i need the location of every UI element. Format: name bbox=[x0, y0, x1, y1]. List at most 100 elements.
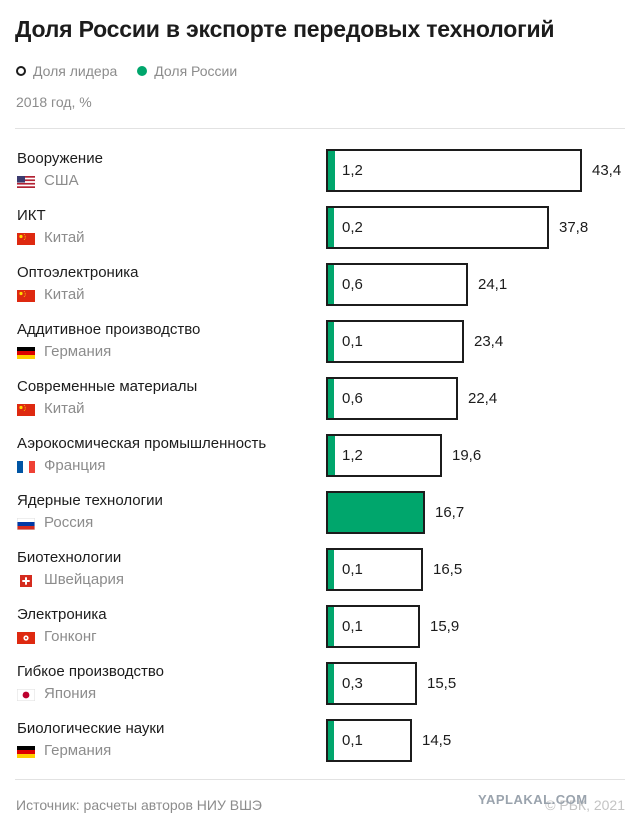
chart-row: Аэрокосмическая промышленность Франция 1,2… bbox=[0, 428, 640, 485]
chart-row: Ядерные технологии Россия 16,7 bbox=[0, 485, 640, 542]
leader-country-name: США bbox=[44, 172, 79, 189]
russia-share-fill bbox=[328, 607, 334, 646]
chart-row: Современные материалы Китай 0,6 22,4 bbox=[0, 371, 640, 428]
cn-flag-icon bbox=[17, 403, 35, 416]
chart-row: Электроника Гонконг 0,1 15,9 bbox=[0, 599, 640, 656]
leader-share-bar: 1,2 bbox=[326, 434, 442, 477]
leader-share-label: 14,5 bbox=[422, 732, 452, 749]
leader-country: Швейцария bbox=[17, 571, 124, 588]
leader-share-bar: 0,6 bbox=[326, 263, 468, 306]
leader-country: Китай bbox=[17, 400, 85, 417]
leader-country-name: Россия bbox=[44, 514, 94, 531]
russia-share-fill bbox=[328, 436, 335, 475]
leader-country-name: Германия bbox=[44, 742, 112, 759]
category-label: Оптоэлектроника bbox=[17, 264, 139, 281]
category-label: Биотехнологии bbox=[17, 549, 122, 566]
russia-share-fill bbox=[328, 208, 334, 247]
russia-share-fill bbox=[328, 493, 423, 532]
ch-flag-icon bbox=[20, 574, 32, 587]
chart-row: Биотехнологии Швейцария 0,1 16,5 bbox=[0, 542, 640, 599]
leader-country-name: Германия bbox=[44, 343, 112, 360]
chart-row: Гибкое производство Япония 0,3 15,5 bbox=[0, 656, 640, 713]
leader-share-label: 15,5 bbox=[427, 675, 457, 692]
leader-country: Франция bbox=[17, 457, 105, 474]
russia-share-fill bbox=[328, 322, 334, 361]
leader-country: Германия bbox=[17, 742, 111, 759]
russia-share-label: 0,3 bbox=[342, 675, 363, 692]
chart-title: Доля России в экспорте передовых техноло… bbox=[15, 16, 555, 42]
russia-share-label: 1,2 bbox=[342, 447, 363, 464]
leader-country: США bbox=[17, 172, 79, 189]
chart-row: Оптоэлектроника Китай 0,6 24,1 bbox=[0, 257, 640, 314]
chart-subtitle: 2018 год, % bbox=[16, 94, 92, 110]
legend-leader-label: Доля лидера bbox=[33, 63, 118, 79]
watermark: YAPLAKAL.COM bbox=[478, 792, 588, 807]
russia-share-label: 0,1 bbox=[342, 732, 363, 749]
category-label: Современные материалы bbox=[17, 378, 198, 395]
leader-share-bar: 0,3 bbox=[326, 662, 417, 705]
russia-share-label: 0,6 bbox=[342, 276, 363, 293]
source-note: Источник: расчеты авторов НИУ ВШЭ bbox=[16, 797, 262, 813]
copyright-credit: © РБК, 2021 bbox=[545, 797, 625, 813]
leader-country: Гонконг bbox=[17, 628, 97, 645]
de-flag-icon bbox=[17, 346, 35, 359]
leader-country-name: Япония bbox=[44, 685, 97, 702]
chart-row: Биологические науки Германия 0,1 14,5 bbox=[0, 713, 640, 770]
hk-flag-icon bbox=[17, 631, 35, 644]
leader-share-bar: 0,1 bbox=[326, 320, 464, 363]
leader-share-bar: 0,1 bbox=[326, 548, 423, 591]
leader-country-name: Китай bbox=[44, 400, 85, 417]
leader-share-label: 43,4 bbox=[592, 162, 622, 179]
russia-share-label: 0,1 bbox=[342, 618, 363, 635]
leader-country: Китай bbox=[17, 286, 85, 303]
legend-item-leader: Доля лидера bbox=[16, 63, 117, 79]
russia-share-label: 0,2 bbox=[342, 219, 363, 236]
russia-share-label: 0,1 bbox=[342, 333, 363, 350]
legend: Доля лидера Доля России bbox=[16, 62, 257, 80]
leader-share-bar bbox=[326, 491, 425, 534]
russia-share-fill bbox=[328, 550, 334, 589]
category-label: Электроника bbox=[17, 606, 107, 623]
russia-share-fill bbox=[328, 265, 334, 304]
chart-row: ИКТ Китай 0,2 37,8 bbox=[0, 200, 640, 257]
leader-country-name: Франция bbox=[44, 457, 106, 474]
us-flag-icon bbox=[17, 175, 35, 188]
cn-flag-icon bbox=[17, 289, 35, 302]
category-label: Аддитивное производство bbox=[17, 321, 201, 338]
legend-russia-marker-icon bbox=[137, 66, 148, 76]
chart-row: Вооружение США 1,2 43,4 bbox=[0, 143, 640, 200]
category-label: Биологические науки bbox=[17, 720, 165, 737]
leader-country: Китай bbox=[17, 229, 85, 246]
ru-flag-icon bbox=[17, 517, 35, 530]
leader-share-label: 19,6 bbox=[452, 447, 482, 464]
leader-share-label: 16,7 bbox=[435, 504, 465, 521]
leader-share-label: 16,5 bbox=[433, 561, 463, 578]
fr-flag-icon bbox=[17, 460, 35, 473]
category-label: Аэрокосмическая промышленность bbox=[17, 435, 267, 452]
category-label: Ядерные технологии bbox=[17, 492, 163, 509]
bottom-divider bbox=[15, 779, 625, 780]
russia-share-label: 1,2 bbox=[342, 162, 363, 179]
leader-country-name: Китай bbox=[44, 286, 85, 303]
leader-share-label: 24,1 bbox=[478, 276, 508, 293]
legend-russia-label: Доля России bbox=[154, 63, 238, 79]
leader-country-name: Гонконг bbox=[44, 628, 97, 645]
leader-share-bar: 1,2 bbox=[326, 149, 582, 192]
leader-country-name: Швейцария bbox=[44, 571, 125, 588]
chart-row: Аддитивное производство Германия 0,1 23,4 bbox=[0, 314, 640, 371]
leader-share-label: 15,9 bbox=[430, 618, 460, 635]
leader-share-bar: 0,6 bbox=[326, 377, 458, 420]
leader-country: Япония bbox=[17, 685, 96, 702]
russia-share-fill bbox=[328, 664, 334, 703]
russia-share-fill bbox=[328, 721, 334, 760]
leader-share-label: 23,4 bbox=[474, 333, 504, 350]
top-divider bbox=[15, 128, 625, 129]
leader-country-name: Китай bbox=[44, 229, 85, 246]
leader-share-bar: 0,1 bbox=[326, 719, 412, 762]
russia-share-fill bbox=[328, 151, 335, 190]
de-flag-icon bbox=[17, 745, 35, 758]
category-label: ИКТ bbox=[17, 207, 46, 224]
leader-country: Россия bbox=[17, 514, 93, 531]
leader-share-label: 22,4 bbox=[468, 390, 498, 407]
legend-item-russia: Доля России bbox=[137, 63, 237, 79]
